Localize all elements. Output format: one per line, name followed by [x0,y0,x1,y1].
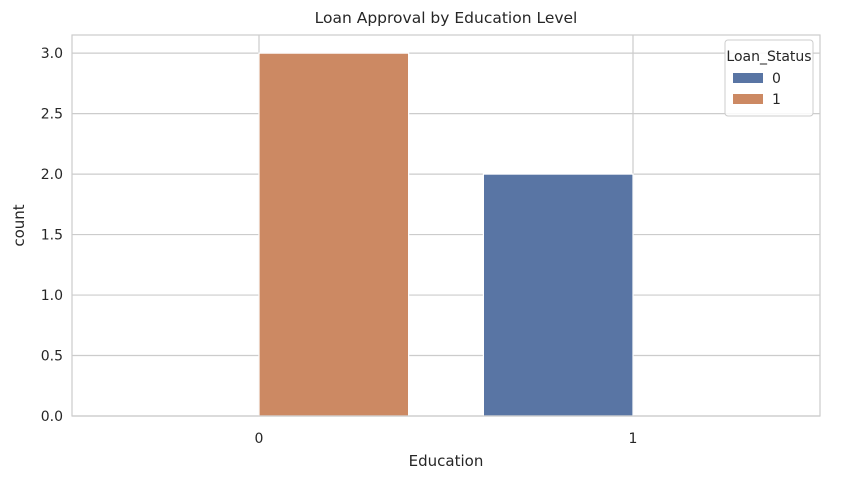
x-axis-label: Education [409,452,484,470]
y-tick-label: 3.0 [41,46,63,62]
y-axis-label: count [10,204,28,246]
chart-title: Loan Approval by Education Level [315,9,578,27]
legend-items: 01 [733,71,781,108]
legend-title: Loan_Status [726,49,811,65]
bar-0-status-1 [258,52,410,417]
y-tick-label: 1.0 [41,288,63,304]
x-tick-label: 0 [255,431,264,447]
x-tick-label: 1 [629,431,638,447]
legend-swatch-1 [733,94,763,104]
grid [72,35,820,417]
y-tick-label: 2.5 [41,107,63,123]
y-tick-label: 2.0 [41,167,63,183]
plot-frame [71,34,821,417]
legend-swatch-0 [733,73,763,83]
y-tick-label: 0.5 [41,349,63,365]
bar-1-status-0 [482,173,634,417]
legend: Loan_Status 01 [724,39,814,117]
y-tick-labels: 0.0 0.5 1.0 1.5 2.0 2.5 3.0 [41,46,63,425]
legend-label-0: 0 [772,71,781,87]
y-tick-label: 1.5 [41,228,63,244]
bars [258,52,634,417]
legend-label-1: 1 [772,92,781,108]
y-tick-label: 0.0 [41,409,63,425]
